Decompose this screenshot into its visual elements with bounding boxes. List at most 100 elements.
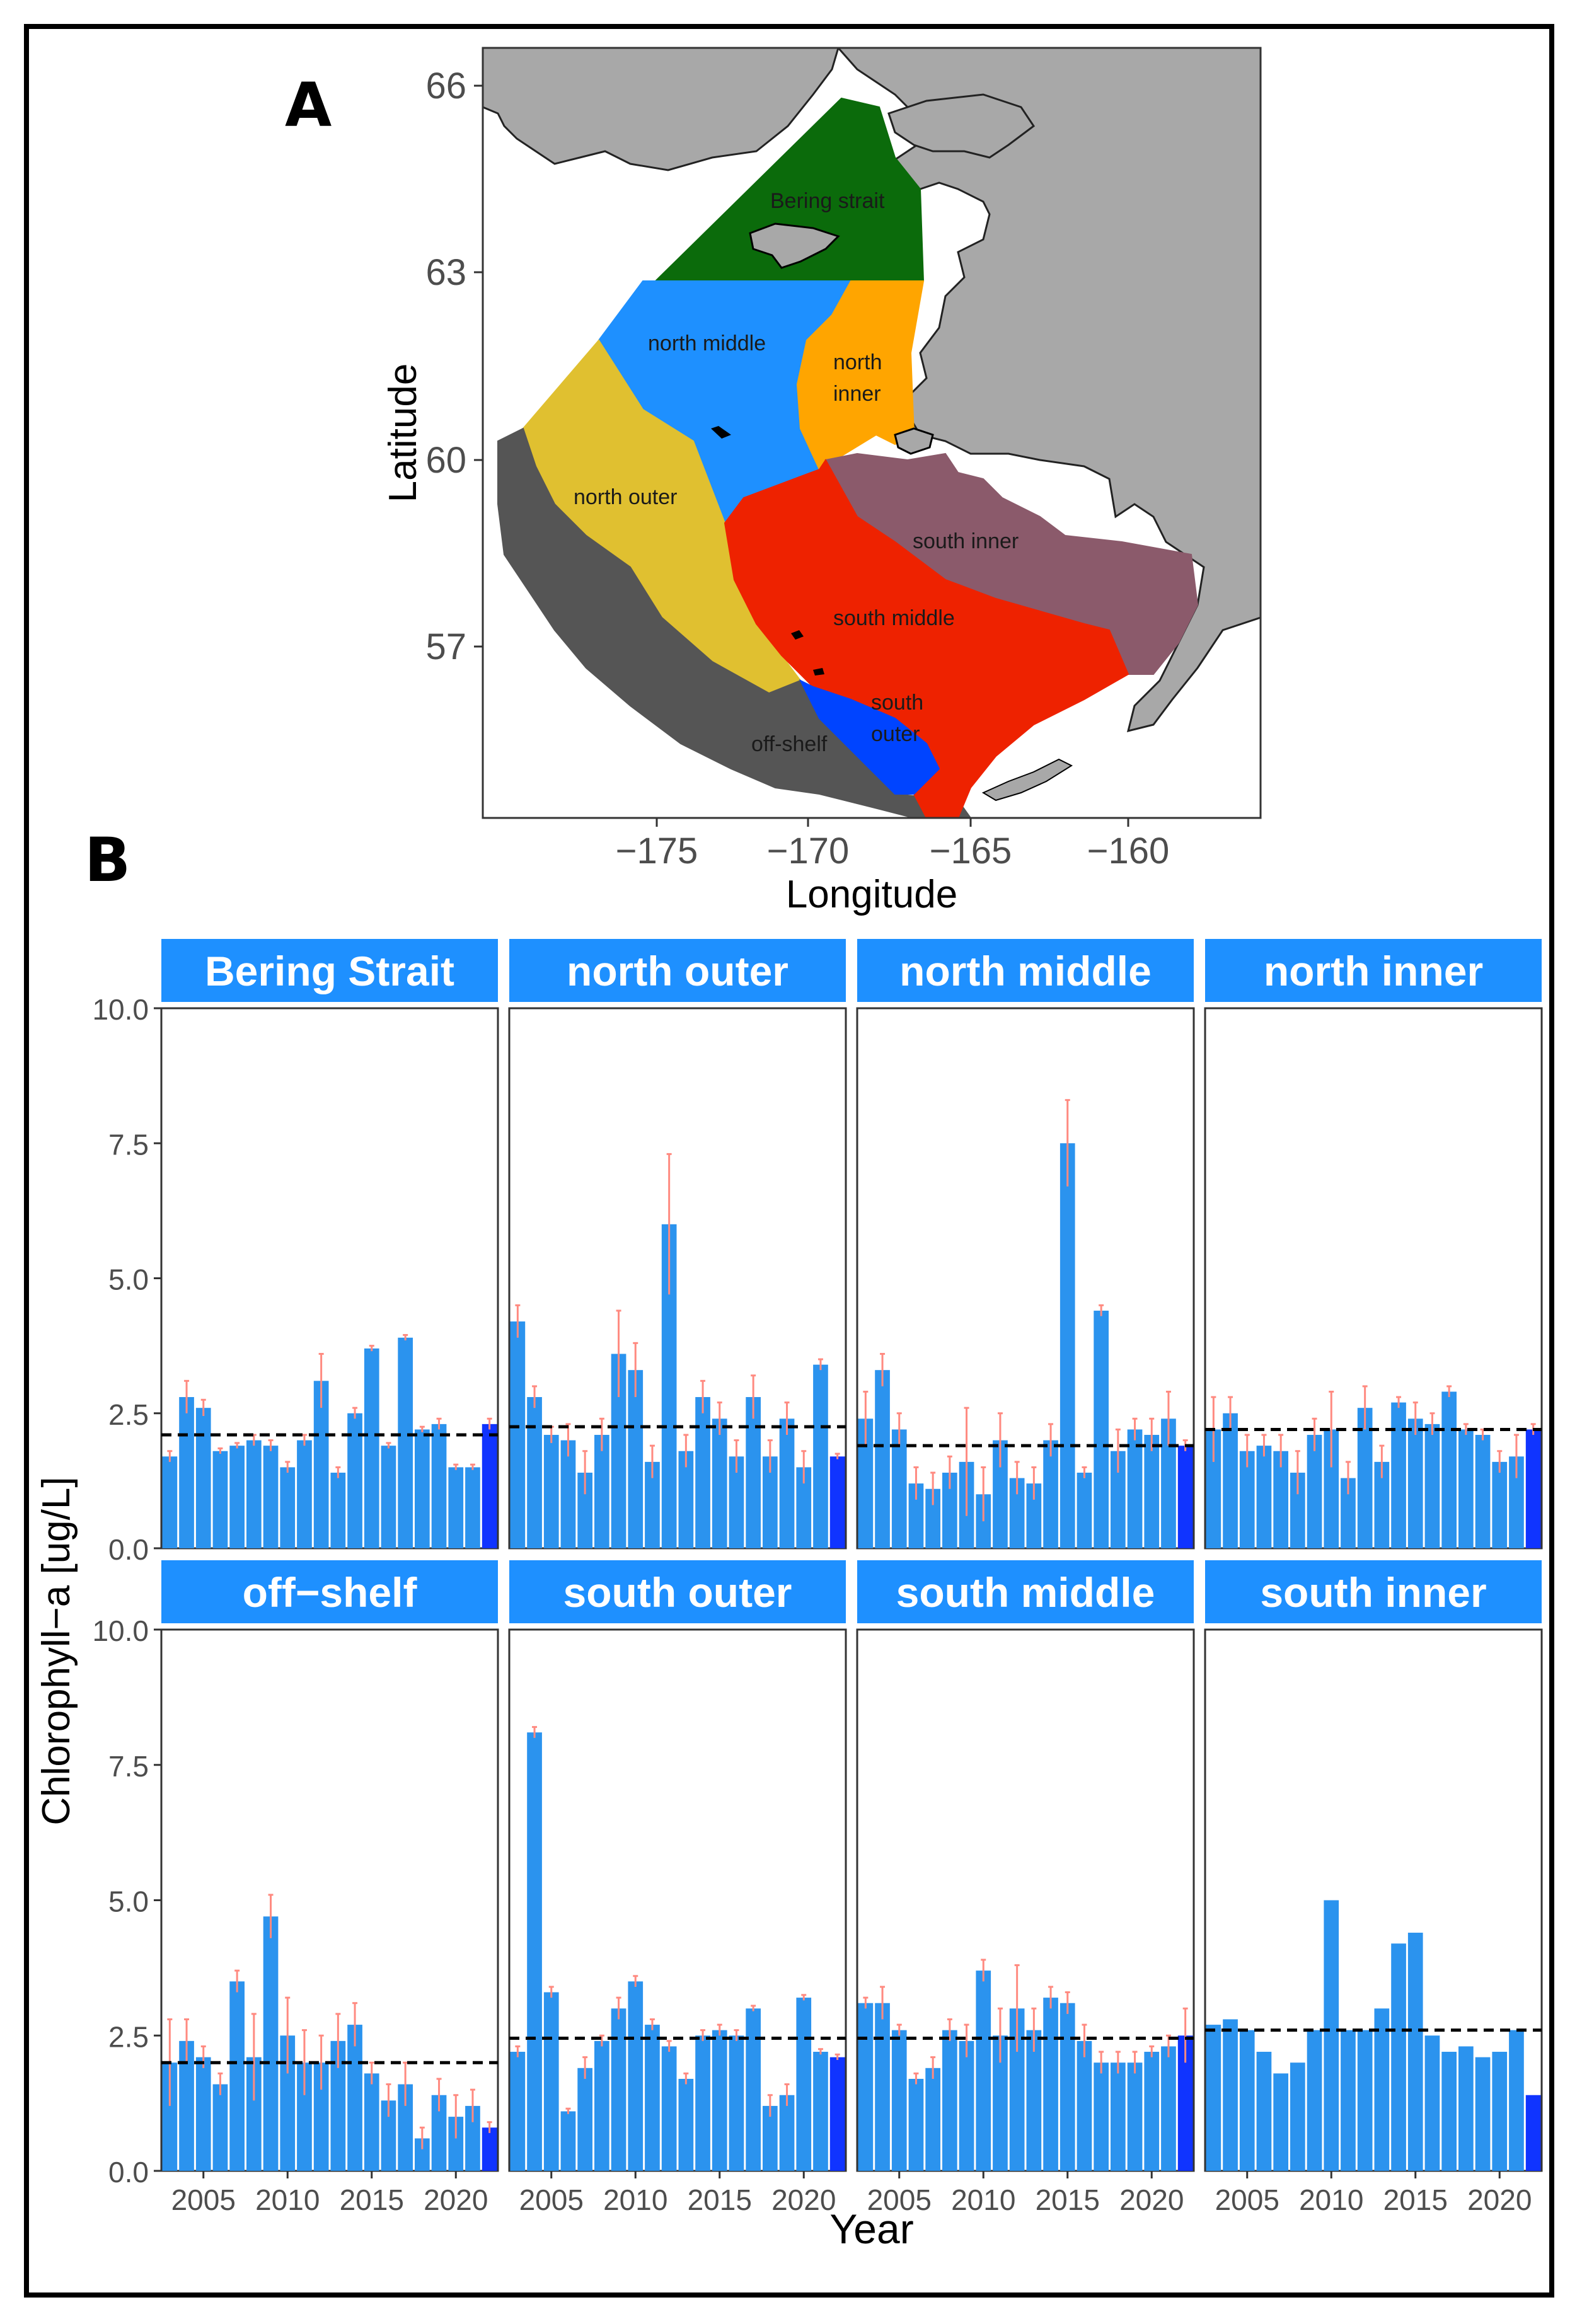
bar: [993, 2035, 1008, 2171]
bar: [280, 1467, 296, 1548]
bar: [729, 1456, 744, 1548]
bar: [431, 1424, 447, 1548]
bar: [746, 1397, 761, 1548]
x-tick-label: 2020: [1467, 2183, 1532, 2216]
map-y-tick-57: 57: [425, 626, 466, 667]
bar: [746, 2008, 761, 2171]
bar: [543, 1992, 559, 2171]
bar: [1525, 1429, 1541, 1548]
bar: [280, 2035, 296, 2171]
map-x-tick-175: −175: [616, 831, 698, 872]
map-x-title: Longitude: [786, 873, 957, 916]
bar: [1094, 2062, 1109, 2171]
bar: [1077, 1473, 1092, 1548]
bar: [347, 1413, 362, 1548]
bar: [1424, 1424, 1440, 1548]
bar: [1374, 1461, 1390, 1548]
bar: [1177, 2035, 1193, 2171]
bar: [1144, 1435, 1160, 1548]
facet-panel: [508, 1007, 847, 1550]
bar: [1374, 2008, 1390, 2171]
seward-peninsula: [887, 93, 1036, 159]
facet-title: north middle: [899, 948, 1152, 994]
label-north-middle: north middle: [648, 331, 766, 355]
bar: [527, 1397, 542, 1548]
label-north-outer: north outer: [574, 485, 677, 509]
map-y-title: Latitude: [381, 364, 425, 503]
bar: [1043, 1440, 1058, 1548]
bar: [1492, 2052, 1508, 2171]
map-frame: [482, 47, 1262, 819]
bar: [448, 2117, 464, 2171]
bar: [1026, 2030, 1042, 2171]
bar: [813, 2052, 828, 2171]
bar: [1407, 1933, 1423, 2171]
facet-title: Bering Strait: [205, 948, 454, 994]
facet-strip: [857, 1560, 1194, 1623]
label-north-inner-2: inner: [833, 382, 881, 406]
bar: [1273, 1451, 1288, 1548]
bar: [779, 2095, 795, 2171]
bar: [1324, 1429, 1339, 1548]
facet-title: north inner: [1264, 948, 1483, 994]
bar: [712, 2030, 727, 2171]
facet-panel: [160, 1628, 499, 2172]
bar: [313, 2062, 329, 2171]
facet-strip: [1205, 1560, 1542, 1623]
bar: [1127, 1429, 1143, 1548]
bar: [942, 2030, 957, 2171]
bar: [1341, 1478, 1356, 1548]
facet-grid: Bering Strait 0.0 2.5 5.0 7.5 10.0 north outer…: [92, 939, 1543, 2216]
bar: [1407, 1418, 1423, 1548]
region-off-shelf: [497, 427, 972, 819]
bar: [415, 1429, 430, 1548]
y-tick-label: 2.5: [108, 1398, 149, 1431]
bar: [212, 2084, 228, 2171]
bar: [942, 1473, 957, 1548]
map-y-tick-63: 63: [425, 252, 466, 293]
x-tick-label: 2020: [771, 2183, 836, 2216]
bar: [364, 2073, 379, 2171]
region-north-inner: [796, 280, 925, 471]
map-x-tick-170: −170: [767, 831, 850, 872]
figure-border: [24, 24, 1554, 2298]
facet-panel: [508, 1628, 847, 2172]
nunivak-island: [894, 427, 934, 455]
bar: [465, 1467, 480, 1548]
bar: [976, 1970, 991, 2171]
bar: [1357, 2030, 1373, 2171]
facet-strip: [857, 939, 1194, 1002]
facet-6: south outer 2005 2010 2015 2020: [508, 1560, 847, 2216]
facet-1: Bering Strait 0.0 2.5 5.0 7.5 10.0: [92, 939, 499, 1566]
x-tick-label: 2010: [1299, 2183, 1363, 2216]
map-y-tick-66: 66: [425, 66, 466, 106]
x-tick-label: 2005: [519, 2183, 584, 2216]
bar: [510, 2052, 526, 2171]
bar: [577, 2068, 592, 2171]
bar: [1391, 1402, 1406, 1548]
bar: [678, 2078, 694, 2171]
y-tick-label: 5.0: [108, 1885, 149, 1918]
bar: [779, 1418, 795, 1548]
bar: [415, 2138, 430, 2171]
facet-panel: [856, 1628, 1195, 2172]
facet-title: south middle: [896, 1569, 1155, 1616]
bar: [891, 2030, 907, 2171]
facet-4: north inner: [1204, 939, 1543, 1550]
map-panel: Bering strait north middle north inner n…: [381, 47, 1262, 916]
pribilof-island: [791, 630, 804, 640]
region-south-outer: [799, 679, 940, 795]
x-tick-label: 2015: [1383, 2183, 1448, 2216]
bar: [1161, 2046, 1176, 2171]
x-tick-label: 2020: [424, 2183, 488, 2216]
bar: [875, 1370, 890, 1548]
facet-panel: [1204, 1007, 1543, 1550]
bar: [695, 1397, 710, 1548]
y-tick-label: 10.0: [92, 1614, 149, 1647]
chart-x-title: Year: [829, 2206, 913, 2252]
bar: [1290, 1473, 1305, 1548]
facet-panel: [160, 1007, 499, 1550]
bar: [1458, 1429, 1474, 1548]
bar: [246, 1440, 262, 1548]
label-bering-strait: Bering strait: [770, 189, 885, 213]
